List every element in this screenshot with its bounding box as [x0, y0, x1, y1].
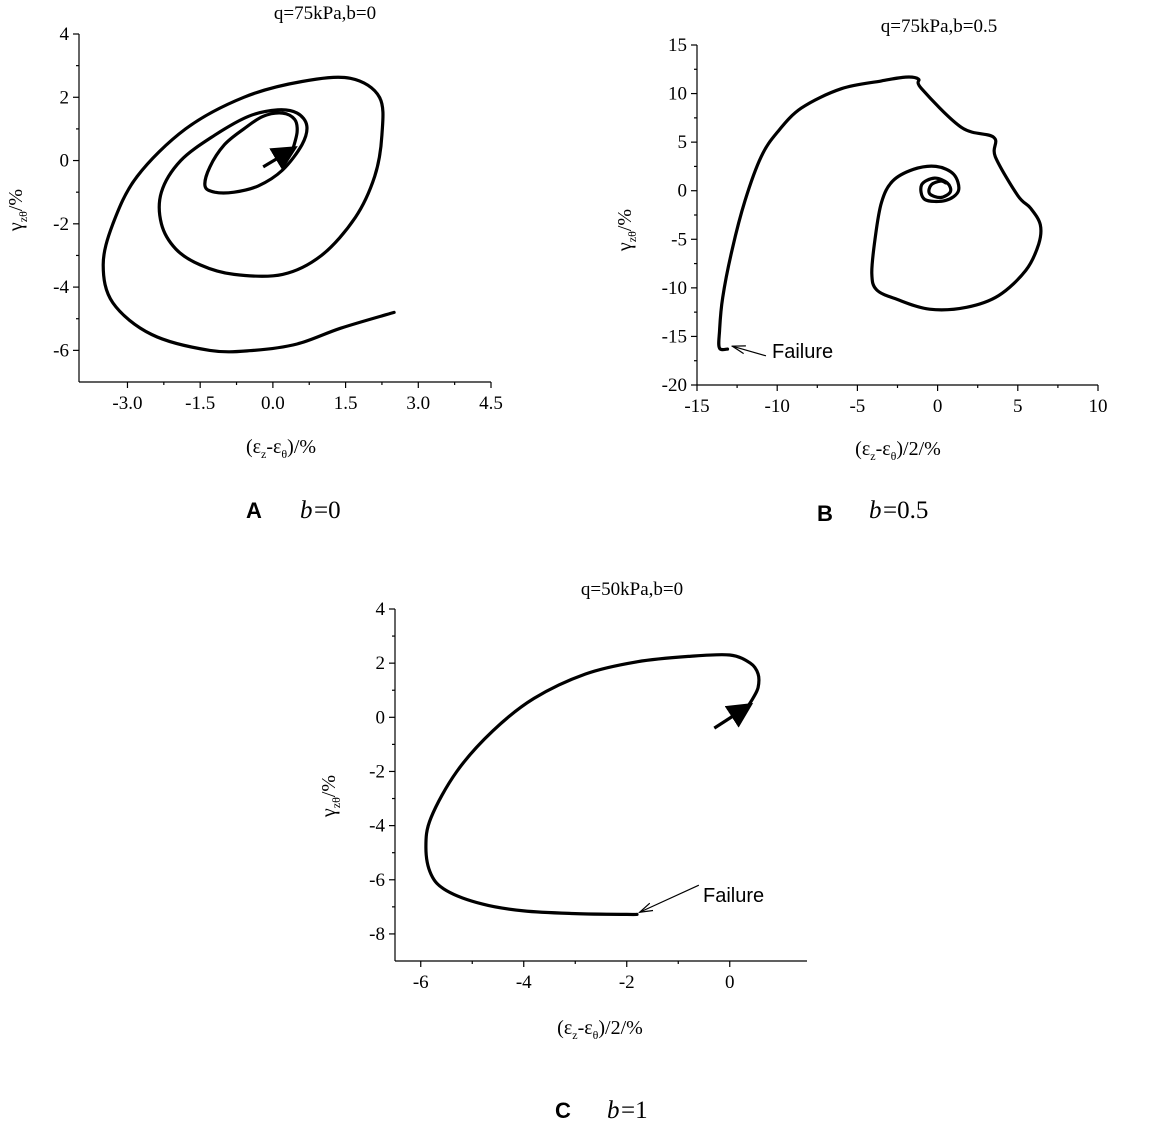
y-tick-label: 0: [60, 151, 70, 172]
chart-panel-b: q=75kPa,b=0.5 -15 -10 -5 0 5 10 -20-15-10-505…: [614, 16, 1108, 463]
y-tick-label: 15: [668, 35, 687, 56]
y-tick-label: -4: [369, 816, 385, 837]
x-tick-label: -3.0: [112, 393, 142, 414]
start-direction-arrow: [262, 146, 298, 171]
x-ticks: -6 -4 -2 0: [413, 961, 735, 993]
y-axis-label: γzθ/%: [5, 189, 30, 232]
y-tick-label: 2: [60, 87, 70, 108]
panel-letter: B: [817, 501, 833, 526]
chart-panel-a: q=75kPa,b=0 -3.0 -1.5 0.0 1.5 3.0 4.5 -6 -4 -2 0…: [5, 3, 503, 461]
y-tick-label: 4: [376, 599, 386, 620]
x-tick-label: 5: [1013, 396, 1023, 417]
start-direction-arrow: [713, 702, 754, 730]
y-tick-label: -5: [671, 229, 687, 250]
y-tick-label: -6: [53, 340, 69, 361]
x-tick-label: 0: [933, 396, 943, 417]
x-tick-label: -10: [765, 396, 790, 417]
series-line: [424, 653, 761, 917]
x-tick-label: 0.0: [261, 393, 285, 414]
panel-caption-c: C b =1: [555, 1097, 648, 1124]
y-tick-label: -8: [369, 924, 385, 945]
y-tick-label: 2: [376, 653, 386, 674]
y-tick-label: 5: [678, 132, 688, 153]
failure-arrow: [640, 884, 700, 912]
y-axis-label: γzθ/%: [614, 209, 639, 252]
x-tick-label: 0: [725, 972, 735, 993]
y-tick-label: -4: [53, 277, 69, 298]
panel-caption-b: B b =0.5: [817, 497, 928, 526]
panel-value: =0: [314, 497, 341, 524]
panel-caption-a: A b =0: [246, 497, 341, 524]
x-tick-label: -6: [413, 972, 429, 993]
x-axis-label: (εz-εθ)/2/%: [557, 1017, 643, 1042]
failure-annotation: Failure: [703, 885, 764, 907]
series-line: [101, 75, 396, 354]
y-tick-label: 10: [668, 84, 687, 105]
x-tick-label: 3.0: [406, 393, 430, 414]
y-ticks: -6 -4 -2 0 2 4: [53, 24, 79, 361]
x-tick-label: 1.5: [334, 393, 358, 414]
failure-arrow: [732, 346, 767, 357]
x-tick-label: -2: [619, 972, 635, 993]
y-axis-label: γzθ/%: [318, 775, 343, 818]
x-axis-label: (εz-εθ)/2/%: [855, 438, 941, 463]
x-tick-label: 4.5: [479, 393, 503, 414]
plot-area: [696, 45, 1098, 386]
y-ticks: -20 -15 -10 -5 0 5 10 15: [662, 35, 697, 396]
panel-variable: b: [869, 497, 882, 524]
y-ticks: -8 -6 -4 -2 0 2 4: [369, 599, 395, 945]
y-tick-label: -2: [53, 214, 69, 235]
x-axis-label: (εz-εθ)/%: [246, 436, 316, 461]
y-tick-label: 0: [678, 181, 688, 202]
y-tick-label: -6: [369, 870, 385, 891]
panel-letter: C: [555, 1098, 571, 1123]
chart-title: q=75kPa,b=0.5: [881, 16, 997, 37]
x-ticks: -3.0 -1.5 0.0 1.5 3.0 4.5: [112, 382, 503, 414]
y-tick-label: 0: [376, 707, 386, 728]
chart-title: q=75kPa,b=0: [274, 3, 376, 24]
x-tick-label: -5: [849, 396, 865, 417]
x-tick-label: -4: [516, 972, 532, 993]
plot-area: [394, 609, 807, 962]
x-ticks: -15 -10 -5 0 5 10: [684, 385, 1108, 417]
x-tick-label: -1.5: [185, 393, 215, 414]
panel-value: =0.5: [883, 497, 928, 524]
y-tick-label: 4: [60, 24, 70, 45]
y-tick-label: -20: [662, 375, 687, 396]
plot-area: [78, 34, 491, 383]
panel-variable: b: [300, 497, 313, 524]
y-tick-label: -10: [662, 278, 687, 299]
y-tick-label: -15: [662, 326, 687, 347]
failure-annotation: Failure: [772, 341, 833, 363]
panel-letter: A: [246, 498, 262, 523]
y-tick-label: -2: [369, 761, 385, 782]
series-line: [717, 75, 1043, 352]
panel-variable: b: [607, 1097, 620, 1124]
chart-title: q=50kPa,b=0: [581, 579, 683, 600]
x-tick-label: 10: [1089, 396, 1108, 417]
x-tick-label: -15: [684, 396, 709, 417]
panel-value: =1: [621, 1097, 648, 1124]
